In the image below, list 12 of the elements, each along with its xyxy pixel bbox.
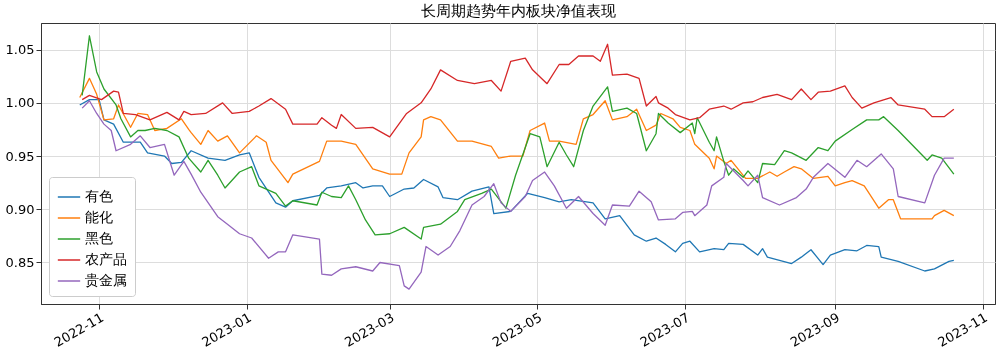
chart-title: 长周期趋势年内板块净值表现 xyxy=(420,2,616,20)
legend-label: 农产品 xyxy=(85,251,127,267)
legend-label: 能化 xyxy=(85,209,113,225)
y-tick-label: 1.00 xyxy=(5,95,35,111)
line-series xyxy=(81,43,955,138)
y-tick-label: 0.90 xyxy=(5,201,35,217)
legend-label: 有色 xyxy=(85,188,113,204)
y-tick-label: 1.05 xyxy=(5,42,35,58)
y-tick-label: 0.95 xyxy=(5,148,35,164)
legend-label: 贵金属 xyxy=(85,272,127,288)
legend-label: 黑色 xyxy=(85,230,113,246)
y-tick-label: 0.85 xyxy=(5,254,35,270)
